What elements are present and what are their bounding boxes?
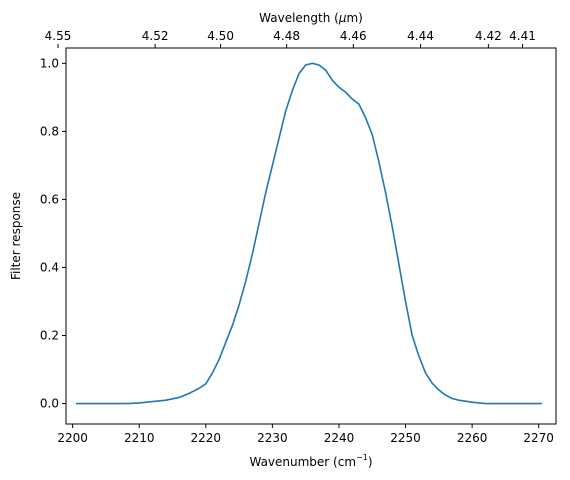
x-axis-label-superscript: −1 (356, 453, 368, 462)
y-tick-label: 0.2 (40, 329, 59, 343)
x-tick-label: 2200 (57, 431, 88, 445)
top-axis-label-mu: μ (338, 11, 347, 25)
top-tick-label: 4.41 (509, 29, 536, 43)
plot-frame (65, 47, 557, 425)
x-axis-label-close: ) (368, 455, 373, 469)
y-tick-label: 0.4 (40, 260, 59, 274)
top-axis-label-suffix: m) (346, 11, 362, 25)
top-tick-label: 4.50 (207, 29, 234, 43)
top-tick-label: 4.42 (475, 29, 502, 43)
top-tick-label: 4.55 (45, 29, 72, 43)
left-axis-ticks: 0.0 0.2 0.4 0.6 0.8 1.0 (40, 56, 66, 411)
top-tick-label: 4.46 (340, 29, 367, 43)
top-axis-label-prefix: Wavelength ( (259, 11, 339, 25)
top-tick-label: 4.48 (273, 29, 300, 43)
series-line-0 (75, 62, 543, 405)
x-tick-label: 2250 (390, 431, 421, 445)
x-axis-label-text: Wavenumber (cm (249, 455, 356, 469)
curve-layer (75, 62, 543, 405)
y-tick-label: 1.0 (40, 56, 59, 70)
x-tick-label: 2270 (523, 431, 554, 445)
x-tick-label: 2230 (257, 431, 288, 445)
top-tick-label: 4.44 (407, 29, 434, 43)
y-tick-label: 0.8 (40, 124, 59, 138)
bottom-axis-ticks: 2200 2210 2220 2230 2240 2250 2260 2270 (57, 424, 554, 445)
x-tick-label: 2240 (324, 431, 355, 445)
x-axis-label: Wavenumber (cm−1) (249, 453, 372, 469)
x-tick-label: 2220 (191, 431, 222, 445)
top-axis-label: Wavelength (μm) (259, 11, 363, 25)
top-tick-label: 4.52 (142, 29, 169, 43)
top-axis-ticks: 4.55 4.52 4.50 4.48 4.46 4.44 4.42 4.41 (45, 29, 536, 48)
y-axis-label: Filter response (9, 192, 23, 280)
x-tick-label: 2210 (124, 431, 155, 445)
x-tick-label: 2260 (457, 431, 488, 445)
y-tick-label: 0.6 (40, 192, 59, 206)
y-tick-label: 0.0 (40, 397, 59, 411)
